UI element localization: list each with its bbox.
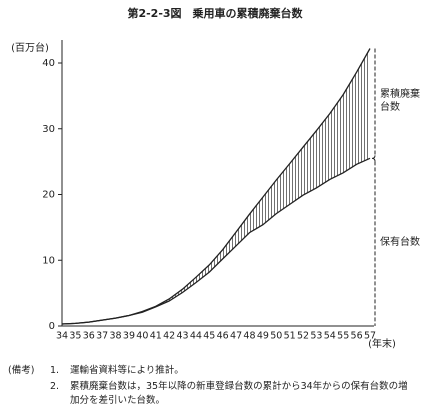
- line: [61, 48, 371, 325]
- x-tick-label: 44: [190, 331, 202, 342]
- x-tick-label: 57: [364, 331, 376, 342]
- x-tick-label: 40: [136, 331, 148, 342]
- line: [61, 157, 371, 325]
- x-tick-label: 41: [150, 331, 162, 342]
- x-tick-label: 46: [217, 331, 229, 342]
- x-tick-label: 35: [69, 331, 81, 342]
- y-tick-label: 10: [42, 255, 55, 266]
- y-tick-label: 20: [42, 190, 55, 201]
- note-num: 2.: [50, 381, 60, 392]
- y-tick-label: 40: [42, 58, 55, 69]
- x-tick-label: 52: [297, 331, 309, 342]
- x-tick-label: 56: [351, 331, 363, 342]
- note-text: 累積廃棄台数は，35年以降の新車登録台数の累計から34年からの保有台数の増加分を…: [70, 381, 408, 406]
- x-tick-label: 51: [284, 331, 296, 342]
- x-axis-label: (年末): [368, 337, 396, 350]
- notes-label: (備考): [8, 365, 35, 376]
- note-text: 運輸省資料等により推計。: [70, 365, 184, 376]
- x-tick-label: 43: [176, 331, 188, 342]
- chart-title: 第2-2-3図 乗用車の累積廃棄台数: [127, 6, 303, 20]
- x-tick-label: 54: [324, 331, 336, 342]
- hatch-fill: [62, 48, 370, 325]
- bracket-tip: [371, 155, 376, 162]
- x-tick-label: 38: [110, 331, 122, 342]
- x-tick-label: 50: [270, 331, 282, 342]
- x-tick-label: 36: [83, 331, 95, 342]
- x-tick-label: 34: [56, 331, 68, 342]
- x-tick-label: 55: [337, 331, 349, 342]
- x-tick-label: 37: [96, 331, 108, 342]
- x-tick-label: 45: [203, 331, 215, 342]
- y-tick-label: 0: [49, 321, 55, 332]
- x-tick-label: 42: [163, 331, 175, 342]
- y-tick-label: 30: [42, 124, 55, 135]
- x-tick-label: 47: [230, 331, 242, 342]
- x-tick-label: 48: [243, 331, 255, 342]
- area-label: 保有台数: [380, 237, 420, 248]
- note-num: 1.: [50, 365, 60, 376]
- x-tick-label: 49: [257, 331, 269, 342]
- x-tick-label: 53: [310, 331, 322, 342]
- area-label: 累積廃棄台数: [380, 89, 420, 113]
- x-tick-label: 39: [123, 331, 135, 342]
- y-axis-label: (百万台): [11, 41, 49, 54]
